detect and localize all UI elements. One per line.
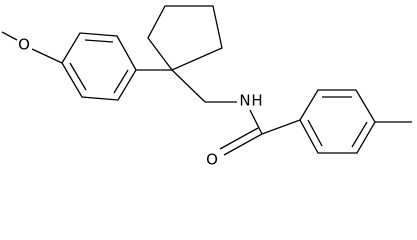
ring: [147, 5, 223, 71]
bonds: [1, 5, 412, 156]
atom-label: N: [239, 92, 250, 110]
bond: [171, 69, 206, 103]
molecule-diagram: O N H O: [1, 5, 412, 169]
bond: [261, 119, 301, 135]
bond: [351, 121, 368, 148]
bond: [84, 39, 114, 43]
ring: [299, 89, 376, 154]
bond: [219, 127, 259, 150]
bond: [223, 133, 263, 156]
ring: [61, 32, 137, 101]
atom-label: O: [18, 36, 30, 54]
bond: [69, 62, 87, 91]
atom-label: H: [251, 92, 262, 110]
bond: [31, 48, 63, 64]
bond: [307, 119, 323, 147]
atom-label: O: [206, 151, 218, 169]
bond: [113, 69, 129, 94]
bond: [1, 31, 18, 41]
bond: [249, 109, 263, 135]
